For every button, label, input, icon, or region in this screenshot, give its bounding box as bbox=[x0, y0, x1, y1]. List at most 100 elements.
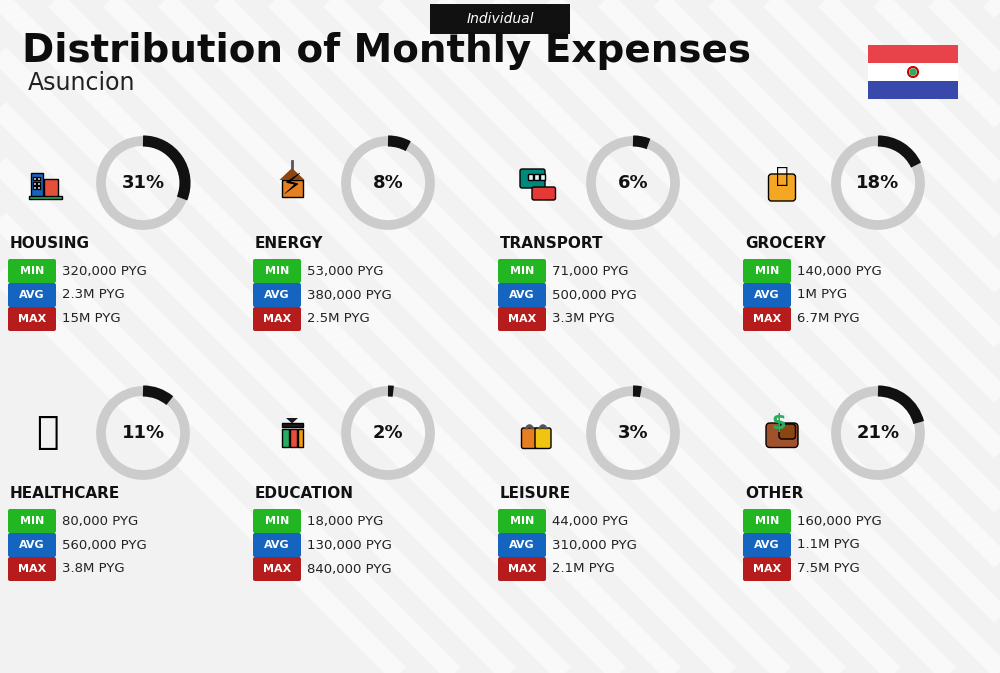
Text: AVG: AVG bbox=[264, 290, 290, 300]
Text: MIN: MIN bbox=[510, 516, 534, 526]
Text: $: $ bbox=[771, 413, 786, 433]
FancyBboxPatch shape bbox=[540, 174, 544, 180]
FancyBboxPatch shape bbox=[498, 557, 546, 581]
FancyBboxPatch shape bbox=[253, 283, 301, 307]
Text: 31%: 31% bbox=[121, 174, 165, 192]
Text: 8%: 8% bbox=[373, 174, 403, 192]
FancyBboxPatch shape bbox=[282, 429, 289, 446]
FancyBboxPatch shape bbox=[743, 259, 791, 283]
Text: MAX: MAX bbox=[18, 564, 46, 574]
Text: 44,000 PYG: 44,000 PYG bbox=[552, 514, 628, 528]
FancyBboxPatch shape bbox=[534, 174, 538, 180]
Text: MAX: MAX bbox=[753, 314, 781, 324]
Text: MAX: MAX bbox=[753, 564, 781, 574]
Text: 11%: 11% bbox=[121, 424, 165, 442]
FancyBboxPatch shape bbox=[253, 307, 301, 331]
Text: MAX: MAX bbox=[263, 564, 291, 574]
FancyBboxPatch shape bbox=[743, 533, 791, 557]
Text: ⚡: ⚡ bbox=[282, 172, 302, 200]
FancyBboxPatch shape bbox=[766, 423, 798, 448]
Text: 6%: 6% bbox=[618, 174, 648, 192]
FancyBboxPatch shape bbox=[743, 283, 791, 307]
FancyBboxPatch shape bbox=[30, 172, 42, 198]
Text: 1M PYG: 1M PYG bbox=[797, 289, 847, 302]
FancyBboxPatch shape bbox=[743, 509, 791, 533]
FancyBboxPatch shape bbox=[37, 182, 40, 184]
FancyBboxPatch shape bbox=[29, 197, 62, 199]
FancyBboxPatch shape bbox=[8, 307, 56, 331]
Text: MIN: MIN bbox=[510, 266, 534, 276]
Text: AVG: AVG bbox=[754, 290, 780, 300]
Text: 3.3M PYG: 3.3M PYG bbox=[552, 312, 615, 326]
Text: 2%: 2% bbox=[373, 424, 403, 442]
Text: 18%: 18% bbox=[856, 174, 900, 192]
Text: 71,000 PYG: 71,000 PYG bbox=[552, 264, 629, 277]
Text: EDUCATION: EDUCATION bbox=[255, 485, 354, 501]
Text: AVG: AVG bbox=[509, 290, 535, 300]
Text: 140,000 PYG: 140,000 PYG bbox=[797, 264, 882, 277]
FancyBboxPatch shape bbox=[430, 4, 570, 34]
Text: Distribution of Monthly Expenses: Distribution of Monthly Expenses bbox=[22, 32, 751, 70]
Text: GROCERY: GROCERY bbox=[745, 236, 826, 250]
FancyBboxPatch shape bbox=[8, 509, 56, 533]
FancyBboxPatch shape bbox=[282, 180, 302, 197]
Text: 2.1M PYG: 2.1M PYG bbox=[552, 563, 615, 575]
FancyBboxPatch shape bbox=[37, 186, 40, 189]
Text: 380,000 PYG: 380,000 PYG bbox=[307, 289, 392, 302]
Text: HOUSING: HOUSING bbox=[10, 236, 90, 250]
Text: 560,000 PYG: 560,000 PYG bbox=[62, 538, 147, 551]
Text: AVG: AVG bbox=[754, 540, 780, 550]
Text: 7.5M PYG: 7.5M PYG bbox=[797, 563, 860, 575]
Text: OTHER: OTHER bbox=[745, 485, 803, 501]
Text: 18,000 PYG: 18,000 PYG bbox=[307, 514, 383, 528]
FancyBboxPatch shape bbox=[8, 557, 56, 581]
Text: MAX: MAX bbox=[508, 314, 536, 324]
FancyBboxPatch shape bbox=[33, 177, 36, 180]
FancyBboxPatch shape bbox=[33, 186, 36, 189]
Text: MAX: MAX bbox=[263, 314, 291, 324]
FancyBboxPatch shape bbox=[290, 429, 297, 446]
FancyBboxPatch shape bbox=[535, 428, 551, 448]
Text: 21%: 21% bbox=[856, 424, 900, 442]
FancyBboxPatch shape bbox=[498, 283, 546, 307]
Polygon shape bbox=[286, 418, 298, 423]
Text: MIN: MIN bbox=[265, 516, 289, 526]
Text: AVG: AVG bbox=[264, 540, 290, 550]
Text: 500,000 PYG: 500,000 PYG bbox=[552, 289, 637, 302]
FancyBboxPatch shape bbox=[868, 81, 958, 99]
Polygon shape bbox=[279, 168, 305, 180]
FancyBboxPatch shape bbox=[498, 307, 546, 331]
Text: 3%: 3% bbox=[618, 424, 648, 442]
FancyBboxPatch shape bbox=[528, 174, 532, 180]
FancyBboxPatch shape bbox=[768, 174, 796, 201]
Text: LEISURE: LEISURE bbox=[500, 485, 571, 501]
FancyBboxPatch shape bbox=[44, 178, 58, 198]
Text: AVG: AVG bbox=[19, 540, 45, 550]
FancyBboxPatch shape bbox=[253, 509, 301, 533]
Text: 310,000 PYG: 310,000 PYG bbox=[552, 538, 637, 551]
FancyBboxPatch shape bbox=[522, 428, 538, 448]
Text: MIN: MIN bbox=[20, 266, 44, 276]
FancyBboxPatch shape bbox=[8, 259, 56, 283]
Text: AVG: AVG bbox=[19, 290, 45, 300]
FancyBboxPatch shape bbox=[8, 283, 56, 307]
Text: Asuncion: Asuncion bbox=[28, 71, 136, 95]
FancyBboxPatch shape bbox=[253, 533, 301, 557]
FancyBboxPatch shape bbox=[779, 424, 796, 439]
Text: 320,000 PYG: 320,000 PYG bbox=[62, 264, 147, 277]
Text: 130,000 PYG: 130,000 PYG bbox=[307, 538, 392, 551]
FancyBboxPatch shape bbox=[8, 533, 56, 557]
Text: 🥦: 🥦 bbox=[776, 166, 788, 186]
Text: 2.3M PYG: 2.3M PYG bbox=[62, 289, 125, 302]
Text: MIN: MIN bbox=[755, 516, 779, 526]
Text: 15M PYG: 15M PYG bbox=[62, 312, 121, 326]
Text: AVG: AVG bbox=[509, 540, 535, 550]
Text: 2.5M PYG: 2.5M PYG bbox=[307, 312, 370, 326]
Text: MIN: MIN bbox=[755, 266, 779, 276]
FancyBboxPatch shape bbox=[37, 177, 40, 180]
FancyBboxPatch shape bbox=[743, 307, 791, 331]
Text: 1.1M PYG: 1.1M PYG bbox=[797, 538, 860, 551]
Text: 🫀: 🫀 bbox=[36, 415, 58, 451]
Text: ENERGY: ENERGY bbox=[255, 236, 324, 250]
Text: Individual: Individual bbox=[466, 12, 534, 26]
